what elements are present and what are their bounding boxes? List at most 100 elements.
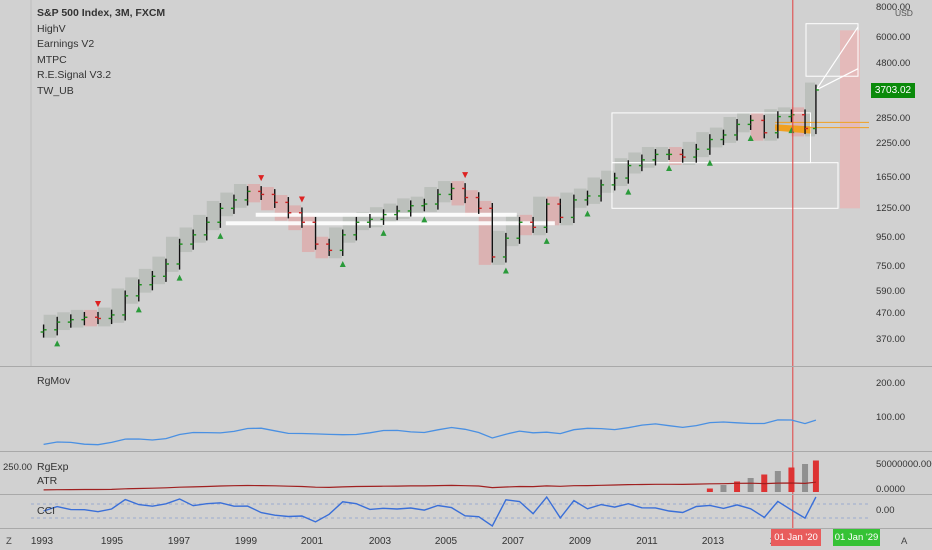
range-box-up xyxy=(696,132,709,158)
rgexp-chart[interactable] xyxy=(0,452,932,494)
range-box-down xyxy=(465,190,478,217)
range-box-down xyxy=(451,181,465,206)
buy-signal-marker xyxy=(421,216,428,223)
range-box-up xyxy=(70,309,84,328)
time-tick: 2003 xyxy=(368,536,392,547)
price-tick: 1650.00 xyxy=(876,172,911,183)
range-box-up xyxy=(152,256,165,285)
indicator-mtpc[interactable]: MTPC xyxy=(37,53,67,66)
rgmov-axis[interactable]: 200.00 100.00 xyxy=(870,367,932,451)
rgmov-pane[interactable]: RgMov 200.00 100.00 xyxy=(0,367,932,451)
time-tick: 2007 xyxy=(501,536,525,547)
atr-line xyxy=(43,481,816,491)
cci-line xyxy=(43,495,817,528)
range-box-up xyxy=(193,214,206,243)
symbol-title[interactable]: S&P 500 Index, 3M, FXCM xyxy=(37,7,166,19)
range-box-down xyxy=(301,214,315,253)
range-box-down xyxy=(669,147,682,166)
range-box-up xyxy=(233,184,247,208)
future-date-label: 01 Jan '29 xyxy=(833,529,880,546)
price-axis[interactable]: 8000.00 6000.00 4800.00 2850.00 2250.00 … xyxy=(870,0,932,366)
volume-bar xyxy=(788,467,795,492)
time-tick: 2013 xyxy=(701,536,725,547)
range-box-down xyxy=(288,205,301,231)
projection-arrow-lower xyxy=(815,68,859,91)
cci-chart[interactable] xyxy=(0,495,932,528)
indicator-tw-ub[interactable]: TW_UB xyxy=(37,84,74,97)
range-box-down xyxy=(247,184,261,203)
range-box-up xyxy=(97,307,111,327)
auto-scale-button[interactable]: A xyxy=(901,536,908,547)
price-tick: 4800.00 xyxy=(876,58,911,69)
price-tick: 2850.00 xyxy=(876,113,911,124)
range-box-up xyxy=(682,141,696,166)
range-box-up xyxy=(641,147,655,168)
cci-title[interactable]: CCI xyxy=(37,505,56,517)
buy-signal-marker xyxy=(584,210,591,217)
range-box-up xyxy=(805,82,815,137)
time-tick: 1993 xyxy=(30,536,54,547)
rgmov-title[interactable]: RgMov xyxy=(37,375,71,387)
range-box-down xyxy=(315,236,329,259)
indicator-earnings[interactable]: Earnings V2 xyxy=(37,38,95,50)
atr-title[interactable]: ATR xyxy=(37,475,58,487)
volume-bar xyxy=(747,478,754,492)
price-unit: USD xyxy=(895,8,913,18)
range-box-up xyxy=(342,214,356,243)
sell-signal-marker xyxy=(462,172,469,179)
time-axis-divider xyxy=(0,528,932,529)
range-box-up xyxy=(777,107,791,125)
future-zone xyxy=(840,30,860,209)
price-tick: 370.00 xyxy=(876,334,906,345)
range-box-down xyxy=(478,200,492,265)
range-box-up xyxy=(533,196,546,236)
indicator-highv[interactable]: HighV xyxy=(37,22,66,35)
rgmov-chart[interactable] xyxy=(0,367,932,451)
rgmov-tick: 100.00 xyxy=(876,412,906,423)
range-box-up xyxy=(111,288,125,323)
price-tick: 590.00 xyxy=(876,286,906,297)
cci-axis[interactable]: 0.00 xyxy=(870,495,932,528)
support-band xyxy=(225,221,555,226)
rgexp-axis[interactable]: 50000000.0000 0.0000 xyxy=(870,452,932,495)
range-box-down xyxy=(84,309,97,327)
range-box-up xyxy=(437,181,451,203)
sell-signal-marker xyxy=(298,196,305,203)
pane-divider[interactable] xyxy=(0,451,932,452)
pane-divider[interactable] xyxy=(0,494,932,495)
buy-signal-marker xyxy=(706,159,713,166)
volume-bar xyxy=(720,485,727,492)
sell-signal-marker xyxy=(94,300,101,307)
rgexp-title[interactable]: RgExp xyxy=(37,461,69,473)
range-box-up xyxy=(737,113,750,133)
rgexp-pane[interactable]: RgExp ATR 50000000.0000 0.0000 xyxy=(0,452,932,495)
range-box-up xyxy=(206,200,220,231)
range-box-up xyxy=(560,192,573,226)
indicator-re-signal[interactable]: R.E.Signal V3.2 xyxy=(37,69,112,81)
pane-divider[interactable] xyxy=(0,366,932,367)
range-box-up xyxy=(614,158,628,186)
range-box-up xyxy=(505,214,519,247)
price-chart[interactable] xyxy=(0,0,932,366)
volume-bar xyxy=(734,481,741,492)
time-tick: 2011 xyxy=(636,536,658,547)
range-box-up xyxy=(655,147,669,163)
time-tick: 2009 xyxy=(568,536,592,547)
range-box-up xyxy=(220,192,233,217)
buy-signal-marker xyxy=(502,267,509,274)
range-box-up xyxy=(709,127,723,148)
cci-pane[interactable]: CCI 0.00 xyxy=(0,495,932,528)
range-box-down xyxy=(261,187,274,211)
range-box-down xyxy=(546,196,560,226)
price-tick: 8000.00 xyxy=(876,2,911,13)
price-tick: 6000.00 xyxy=(876,32,911,43)
volume-bar xyxy=(706,488,713,492)
price-tick: 750.00 xyxy=(876,261,906,272)
range-box-up xyxy=(410,196,424,214)
time-tick: 1999 xyxy=(234,536,258,547)
range-box-up xyxy=(57,312,70,331)
left-corner-button[interactable]: Z xyxy=(6,536,12,547)
price-pane[interactable]: S&P 500 Index, 3M, FXCM HighV Earnings V… xyxy=(0,0,932,366)
range-box-up xyxy=(424,187,437,212)
